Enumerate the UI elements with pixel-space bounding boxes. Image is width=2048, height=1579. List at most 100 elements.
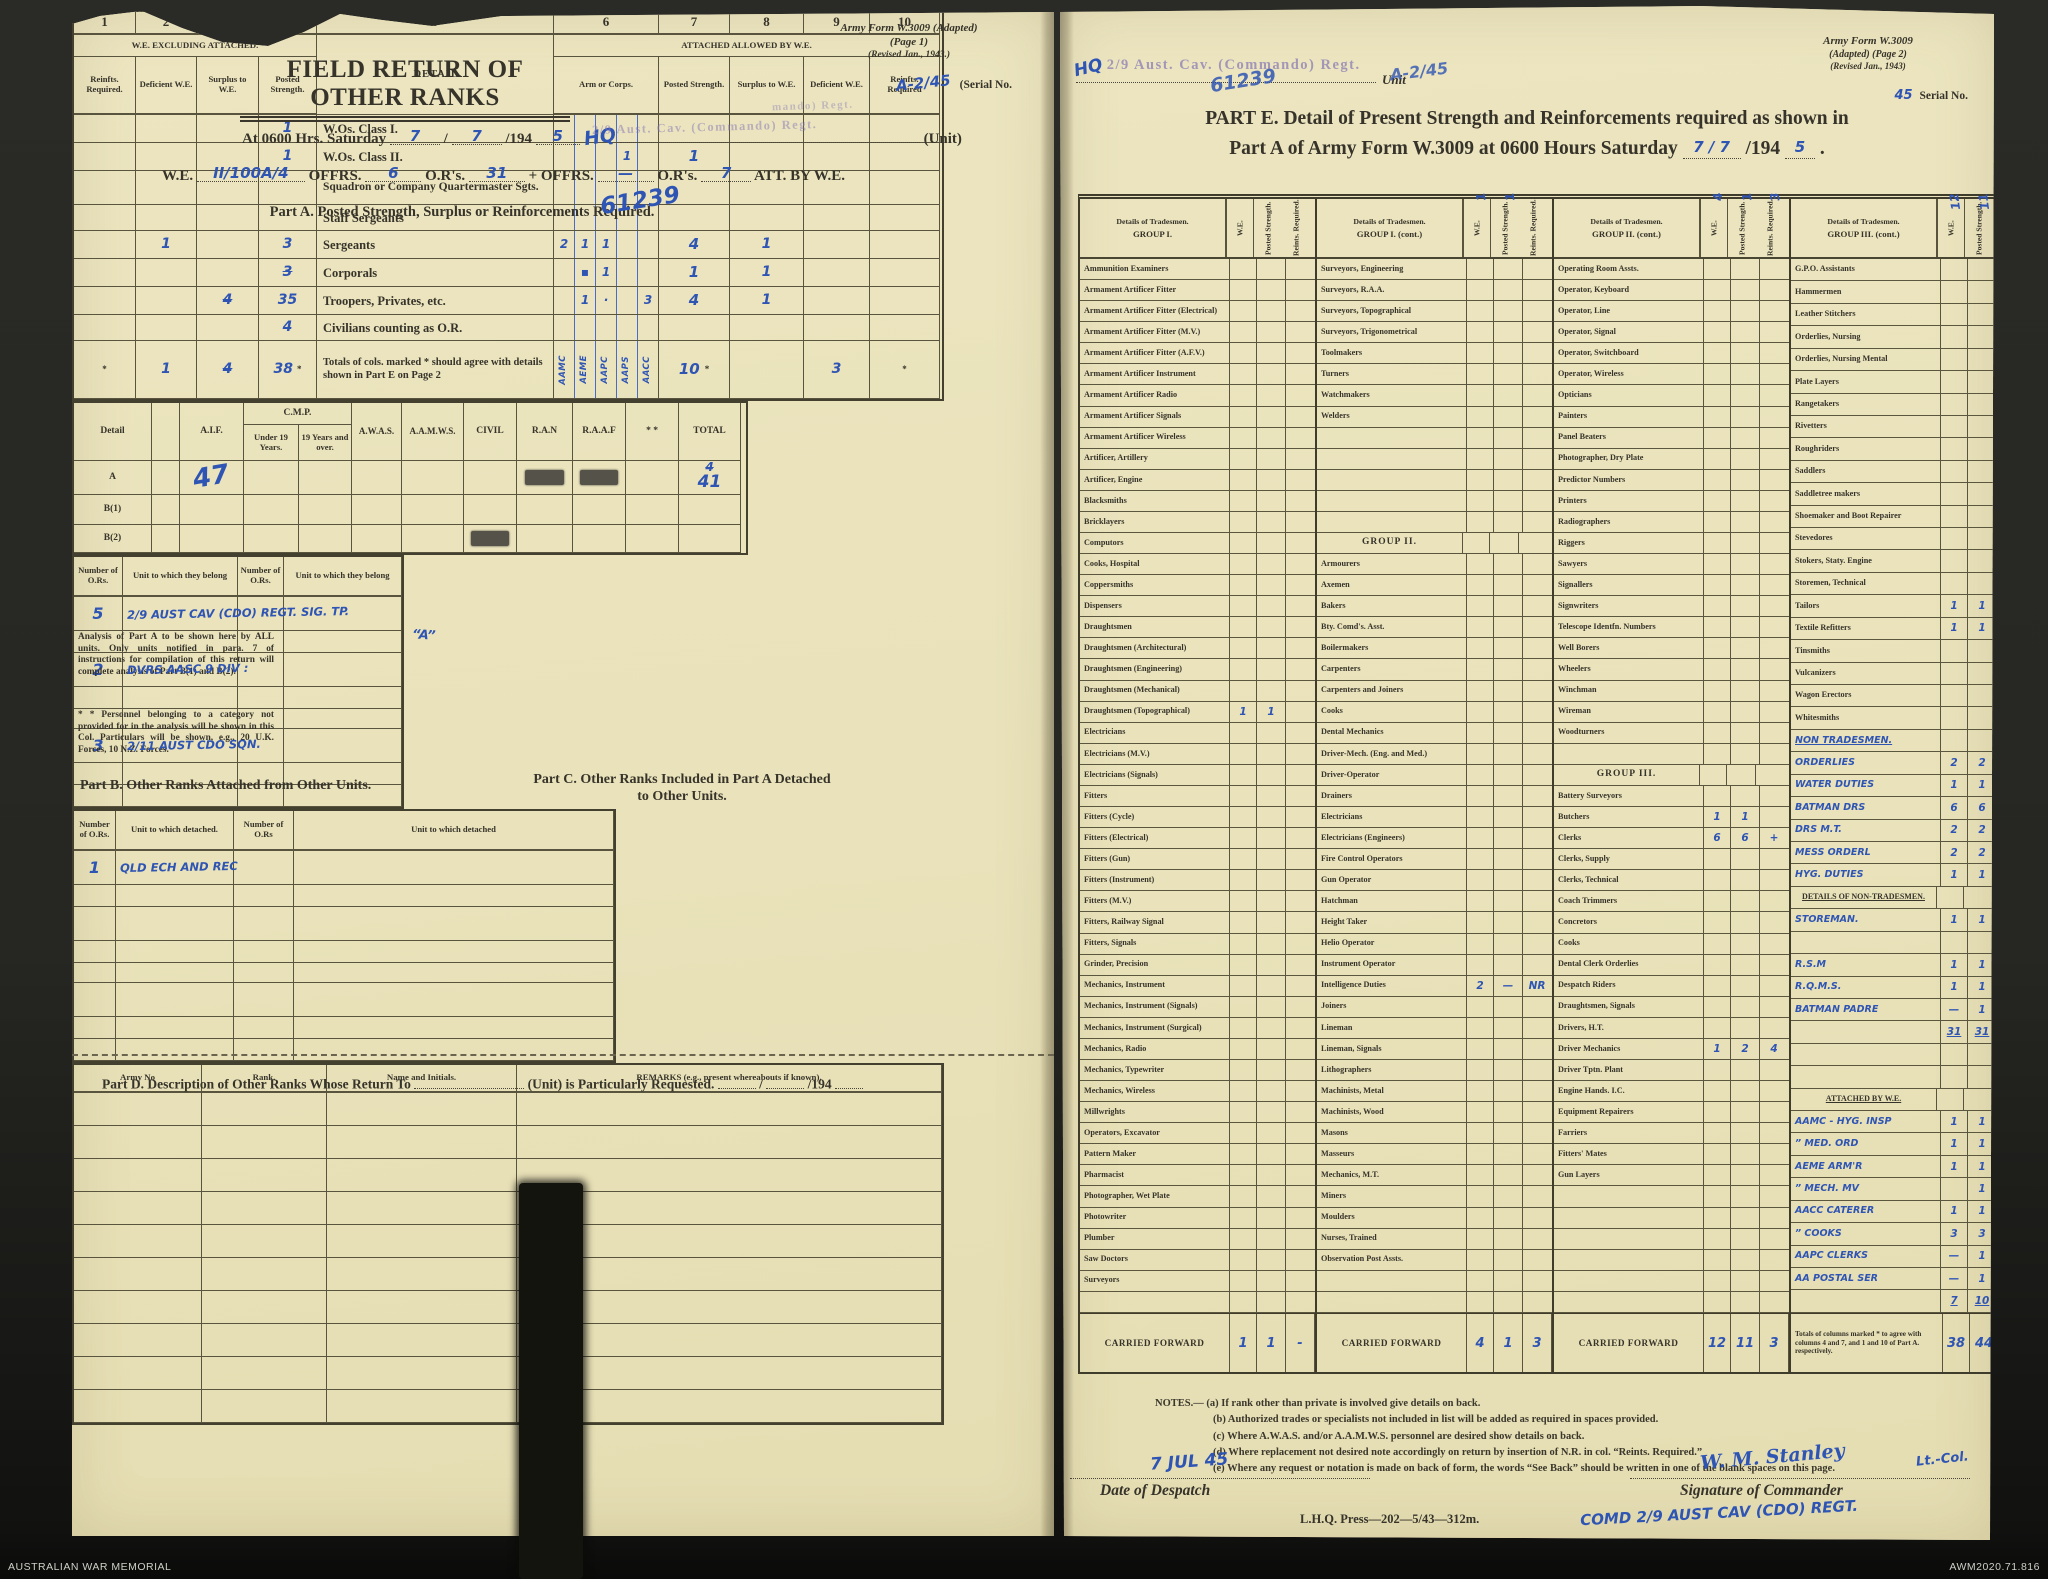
cell-u19: [244, 495, 299, 525]
group-name: GROUP I. (cont.): [1356, 228, 1423, 239]
handwritten-value: ·: [603, 292, 609, 307]
trade-name: Fitters (Cycle): [1080, 807, 1230, 828]
dotted-fill: 7: [701, 164, 752, 182]
trade-row: Despatch Riders: [1554, 975, 1789, 997]
cell-we: [1704, 870, 1731, 891]
cell-blank: [152, 461, 180, 495]
trade-name: Driver-Operator: [1317, 764, 1467, 785]
cell-we: 1: [1941, 1200, 1968, 1223]
cell-posted: [1257, 680, 1286, 701]
trade-name: Sawyers: [1554, 554, 1704, 575]
corps-subcell: [637, 259, 658, 286]
handwritten-value: 1: [1950, 600, 1958, 613]
cell-posted-strength: 35: [259, 287, 317, 315]
cell-we: [1467, 828, 1494, 849]
cell-we: 6: [1704, 828, 1731, 849]
cell-posted: [1731, 1270, 1760, 1291]
trade-row: Telescope Identfn. Numbers: [1554, 617, 1789, 639]
trade-name: Cooks: [1317, 701, 1467, 722]
cell-we: [1467, 1270, 1494, 1291]
cell-we: [1467, 680, 1494, 701]
trade-row: Gun Operator: [1317, 870, 1552, 892]
line-label: /194: [501, 131, 536, 147]
cell-awas: [352, 495, 402, 525]
trade-row: Artificer, Engine: [1080, 469, 1315, 491]
corps-subcell: 1: [595, 231, 616, 258]
footer-reints: +3: [1999, 1314, 2028, 1372]
cell-posted: [1257, 912, 1286, 933]
cell-we: [1230, 849, 1257, 870]
trade-name: Photowriter: [1080, 1207, 1230, 1228]
cell-we: [1704, 427, 1731, 448]
cell-we: [1704, 1207, 1731, 1228]
cell-posted: 1: [1968, 1268, 1994, 1289]
cell-posted: [1257, 722, 1286, 743]
cell-reints: [1286, 470, 1314, 490]
cell-att-surplus: 1: [730, 259, 804, 287]
cell-we: [1704, 554, 1731, 575]
trade-name: Joiners: [1317, 996, 1467, 1017]
cell-unit: QLD ECH AND REC: [116, 851, 238, 885]
cell-unit: [123, 631, 238, 653]
cell-reints: [1523, 723, 1551, 743]
cell-reints: [1523, 1271, 1551, 1291]
cell-we: [1230, 996, 1257, 1017]
cell-unit: [116, 1017, 234, 1039]
row-label: B(2): [74, 525, 152, 553]
cell-posted: [1731, 364, 1760, 385]
cell-we: 1: [1941, 909, 1968, 931]
cell-reinfts-req: [74, 143, 136, 171]
trade-row: Stokers, Staty. Engine: [1791, 550, 1994, 573]
group-name: GROUP II. (cont.): [1592, 228, 1661, 239]
trade-row: Operator, Keyboard: [1554, 280, 1789, 302]
handwritten-value: 1: [1950, 1138, 1958, 1151]
cell-reints: [1997, 1044, 2025, 1065]
cell-posted: [1731, 722, 1760, 743]
cell-reints: [1760, 449, 1788, 469]
trade-row: Bty. Comd's. Asst.: [1317, 617, 1552, 639]
cell-we: [1467, 259, 1494, 280]
cell-detail: Totals of cols. marked * should agree wi…: [317, 341, 554, 399]
group-footer: Totals of columns marked * to agree with…: [1791, 1313, 2028, 1372]
trade-name: DETAILS OF NON-TRADESMEN.: [1791, 886, 1937, 909]
cell-arm-or-corps: ▪ 1: [554, 259, 659, 287]
cell-we: 1: [1230, 701, 1257, 722]
cell-we: [1230, 406, 1257, 427]
part-d-empty-cell: [202, 1225, 327, 1258]
note-item: (c) Where A.W.A.S. and/or A.A.M.W.S. per…: [1213, 1430, 1585, 1442]
trade-row: ” MECH. MV 1 +: [1791, 1178, 1994, 1201]
sub-header: Deficient W.E.: [804, 57, 870, 115]
trade-name: Blacksmiths: [1080, 490, 1230, 511]
cell-we: [1704, 469, 1731, 490]
handwritten-value: 12: [1707, 1335, 1727, 1351]
trade-row: Clerks, Supply: [1554, 849, 1789, 871]
handwritten-value: 31: [1974, 1026, 1990, 1039]
line-label: OFFRS.: [304, 168, 366, 184]
cell-unit: [284, 785, 402, 807]
cell-att-deficient: [804, 231, 870, 259]
cell-reints: [1760, 681, 1788, 701]
serial-line: 45 Serial No.: [1894, 88, 1968, 103]
handwritten-value: 1: [1978, 1138, 1986, 1151]
corps-subcell: [595, 143, 616, 170]
cell-we: [1467, 1186, 1494, 1207]
trade-name: [1554, 1207, 1704, 1228]
trade-row: Pharmacist: [1080, 1165, 1315, 1187]
trade-name: Operator, Signal: [1554, 322, 1704, 343]
trade-row: Machinists, Metal: [1317, 1081, 1552, 1103]
corps-label-vertical: AEME: [579, 355, 590, 384]
cell-reints: [1523, 617, 1551, 637]
handwritten-value: 1: [688, 147, 700, 166]
cell-posted: 1: [1968, 999, 1994, 1020]
cell-we: [1230, 807, 1257, 828]
cell-we: [1704, 743, 1731, 764]
cell-reinfts-req: [74, 231, 136, 259]
cell-posted: [1257, 1059, 1286, 1081]
handwritten-value: +3: [2002, 1295, 2020, 1308]
corps-subcell: [554, 259, 574, 286]
cell-posted: [1494, 954, 1523, 975]
handwritten-value: 4: [1770, 1042, 1778, 1055]
cell-we: [1704, 448, 1731, 469]
cell-we: [1467, 807, 1494, 828]
trade-name: [1791, 1066, 1941, 1088]
